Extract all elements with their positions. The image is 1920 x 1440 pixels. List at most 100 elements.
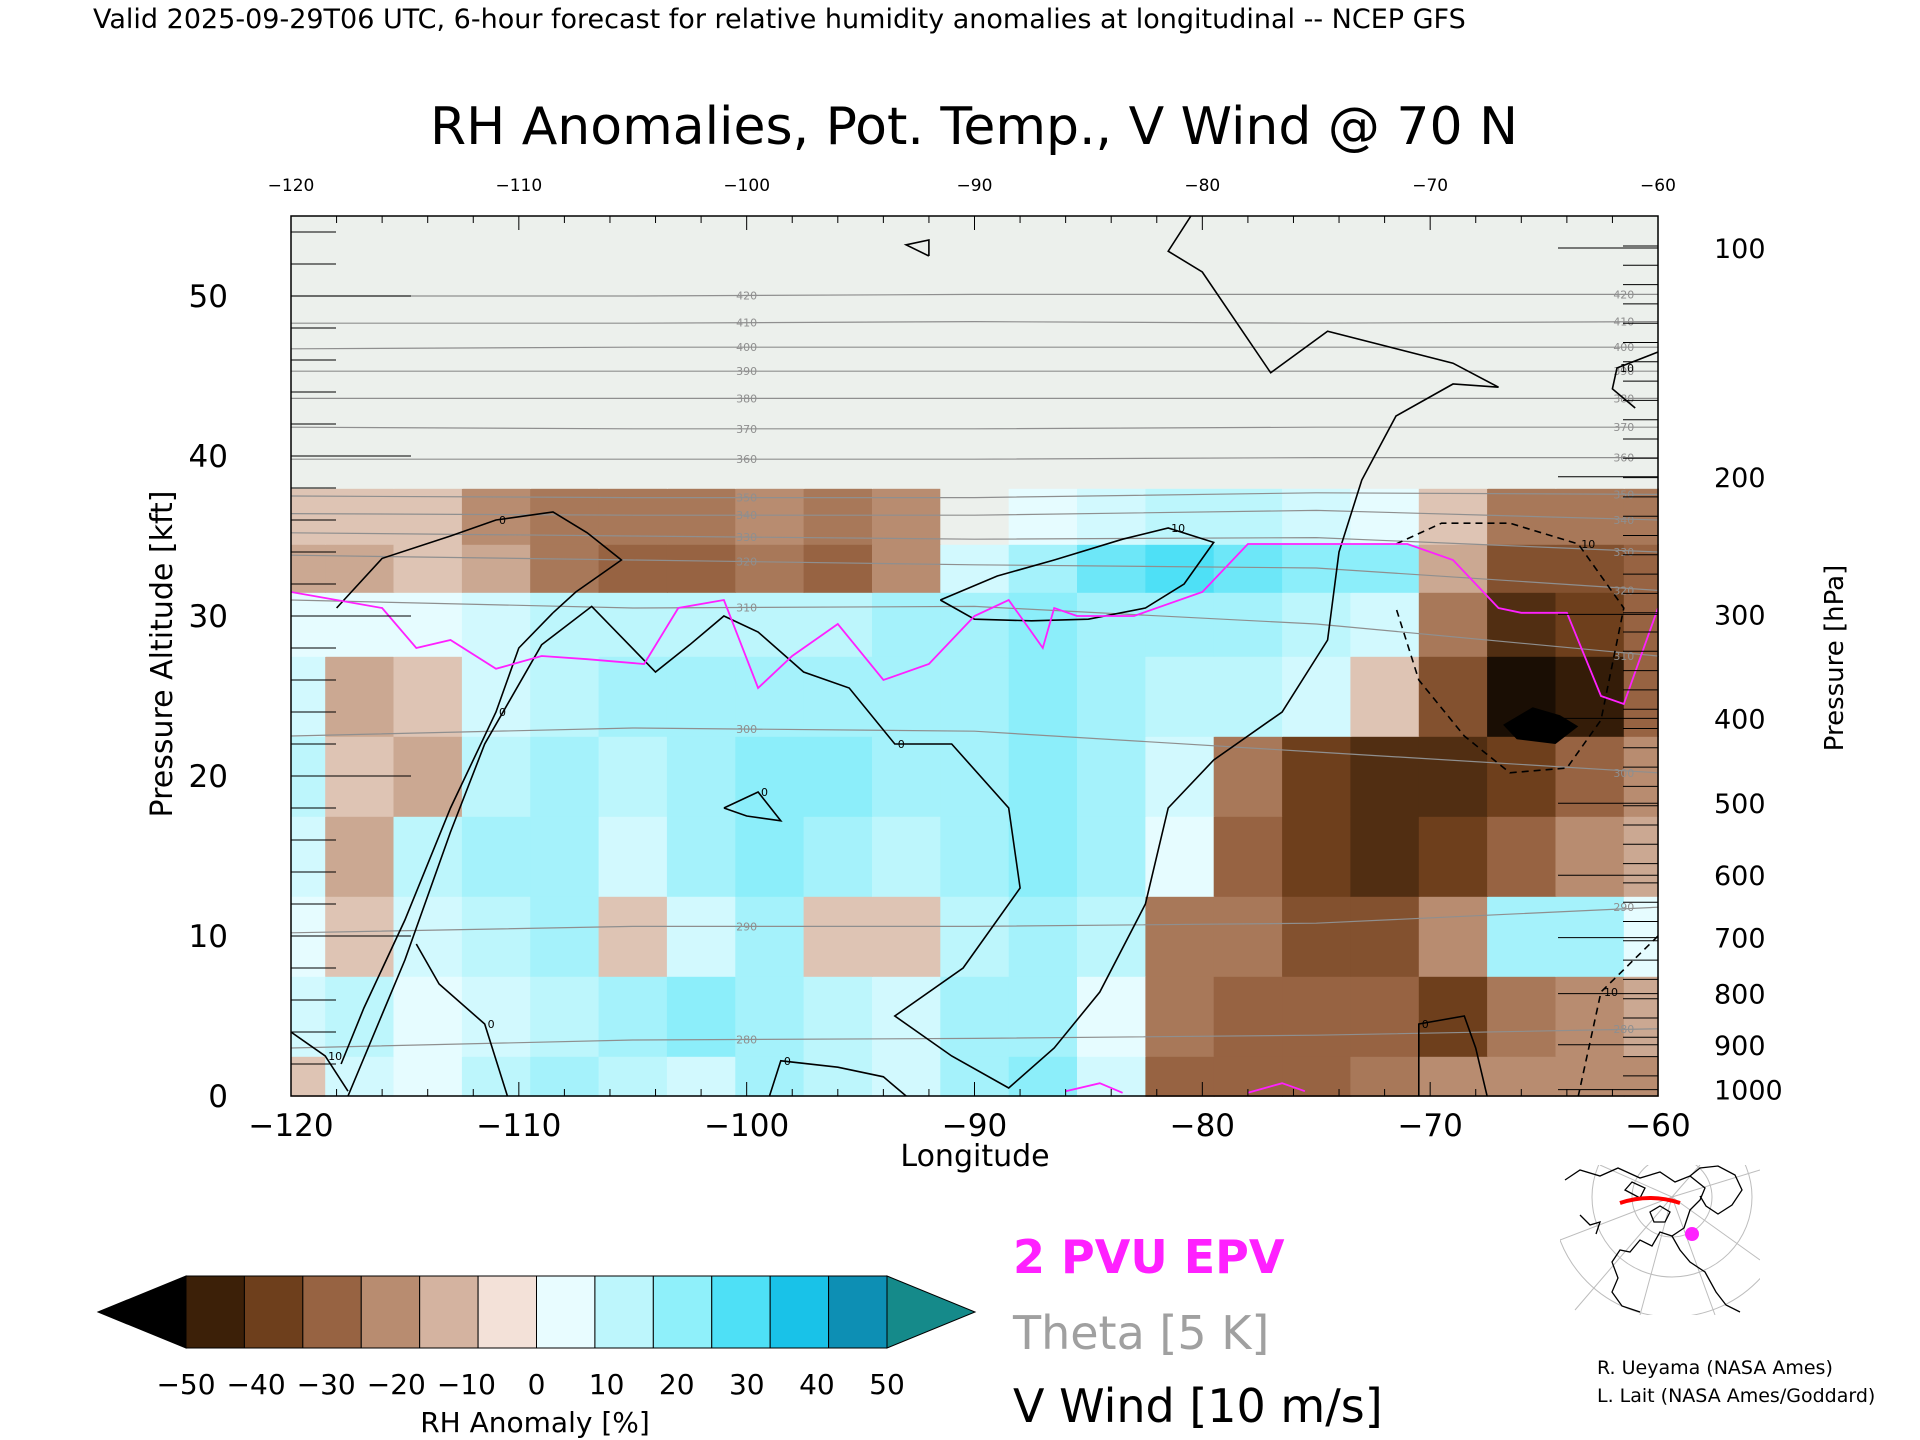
rh-cell (530, 416, 600, 489)
rh-cell (1555, 592, 1625, 657)
colorbar-tick-label: 30 (729, 1368, 765, 1401)
rh-cell (598, 736, 668, 817)
rh-cell (666, 896, 737, 977)
pressure-tick-label: 300 (1714, 600, 1766, 631)
rh-cell (872, 488, 942, 545)
rh-cell (1487, 592, 1557, 657)
x-tick-label-top: −60 (1640, 176, 1676, 196)
rh-cell (940, 816, 1010, 897)
colorbar-segment (594, 1275, 654, 1349)
rh-cell (1008, 656, 1078, 737)
theta-contour-line (291, 457, 1658, 460)
rh-cell (1213, 656, 1283, 737)
rh-cell (666, 592, 737, 657)
rh-cell (1008, 976, 1078, 1057)
rh-cell (1008, 896, 1078, 977)
rh-cell (1350, 656, 1420, 737)
rh-cell (325, 592, 395, 657)
rh-cell (393, 656, 463, 737)
rh-cell (461, 816, 532, 897)
rh-cell (291, 416, 326, 489)
legend-vwind: V Wind [10 m/s] (1013, 1379, 1383, 1433)
v-wind-contour-line (415, 943, 509, 1096)
theta-contour-line (291, 554, 1658, 591)
rh-cell (530, 976, 600, 1057)
rh-cell (393, 976, 463, 1057)
rh-cell (1555, 1056, 1625, 1097)
y-tick-label: 40 (189, 439, 228, 475)
rh-cell (461, 416, 532, 489)
rh-cell (1350, 256, 1420, 337)
theta-contour-label: 310 (1613, 650, 1634, 663)
v-wind-contour-line (768, 1059, 907, 1096)
rh-cell (1008, 416, 1078, 489)
rh-cell (803, 488, 873, 545)
x-tick-label: −110 (476, 1108, 561, 1144)
theta-contour-label: 350 (1613, 488, 1634, 501)
rh-cell (872, 416, 942, 489)
rh-cell (1623, 976, 1659, 1057)
v-wind-contour-label: 10 (1171, 522, 1185, 535)
x-tick-label-top: −110 (495, 176, 542, 196)
rh-cell (940, 592, 1010, 657)
rh-cell (598, 336, 668, 417)
rh-cell (940, 256, 1010, 337)
v-wind-contour-line (1395, 522, 1625, 774)
rh-cell (940, 896, 1010, 977)
y-axis-label-left: Pressure Altitude [kft] (145, 491, 180, 818)
rh-cell (1350, 416, 1420, 489)
colorbar-label: RH Anomaly [%] (420, 1406, 650, 1439)
rh-cell (735, 976, 805, 1057)
colorbar-segment (769, 1275, 830, 1349)
rh-cell (1145, 816, 1215, 897)
colorbar-tick-label: 50 (869, 1368, 905, 1401)
v-wind-contour-label: 0 (499, 706, 506, 719)
rh-cell (1418, 896, 1488, 977)
y-tick-label: 10 (189, 919, 228, 955)
rh-cell (1077, 416, 1147, 489)
pv-2pvu-line (291, 543, 1658, 1094)
v-wind-contour-line (347, 216, 1499, 1096)
rh-cell (530, 896, 600, 977)
rh-cell (872, 736, 942, 817)
rh-cell (1555, 336, 1625, 417)
rh-cell (1145, 544, 1215, 593)
colorbar-segment (302, 1275, 362, 1349)
theta-contour-label: 420 (1613, 288, 1634, 301)
rh-cell (291, 544, 326, 593)
rh-cell (1487, 736, 1557, 817)
v-wind-contour-label: 0 (1422, 1018, 1429, 1031)
y-axis-label-right: Pressure [hPa] (1820, 565, 1850, 752)
rh-cell (872, 656, 942, 737)
colorbar-segment (419, 1275, 479, 1349)
v-wind-contour-line (1577, 935, 1658, 1096)
v-wind-contour-line (340, 612, 554, 1065)
rh-cell (735, 656, 805, 737)
rh-cell (1623, 656, 1659, 737)
y-tick-label: 0 (208, 1079, 228, 1115)
rh-cell (1487, 256, 1557, 337)
y-axis-right: 100 200 300 400 500 600 700 800 900 1000 (1558, 234, 1783, 1107)
theta-contour-label: 370 (736, 423, 757, 436)
v-wind-contour-line (939, 527, 1215, 622)
theta-contour-label: 400 (1613, 341, 1634, 354)
rh-cell (735, 816, 805, 897)
colorbar-segment (652, 1275, 713, 1349)
rh-cell (940, 416, 1010, 489)
theta-contour-label: 390 (1613, 365, 1634, 378)
rh-cell (1418, 1056, 1488, 1097)
rh-cell (1418, 816, 1488, 897)
rh-cell (325, 816, 395, 897)
rh-cell (1077, 896, 1147, 977)
rh-cell (872, 592, 942, 657)
v-wind-contour-label: 10 (1620, 362, 1634, 375)
rh-cell (1487, 336, 1557, 417)
rh-cell (1487, 416, 1557, 489)
rh-cell (735, 544, 805, 593)
v-wind-contour-label: 10 (328, 1050, 342, 1063)
rh-cell (1350, 336, 1420, 417)
rh-cell (735, 896, 805, 977)
rh-cell (1077, 656, 1147, 737)
rh-cell (735, 256, 805, 337)
